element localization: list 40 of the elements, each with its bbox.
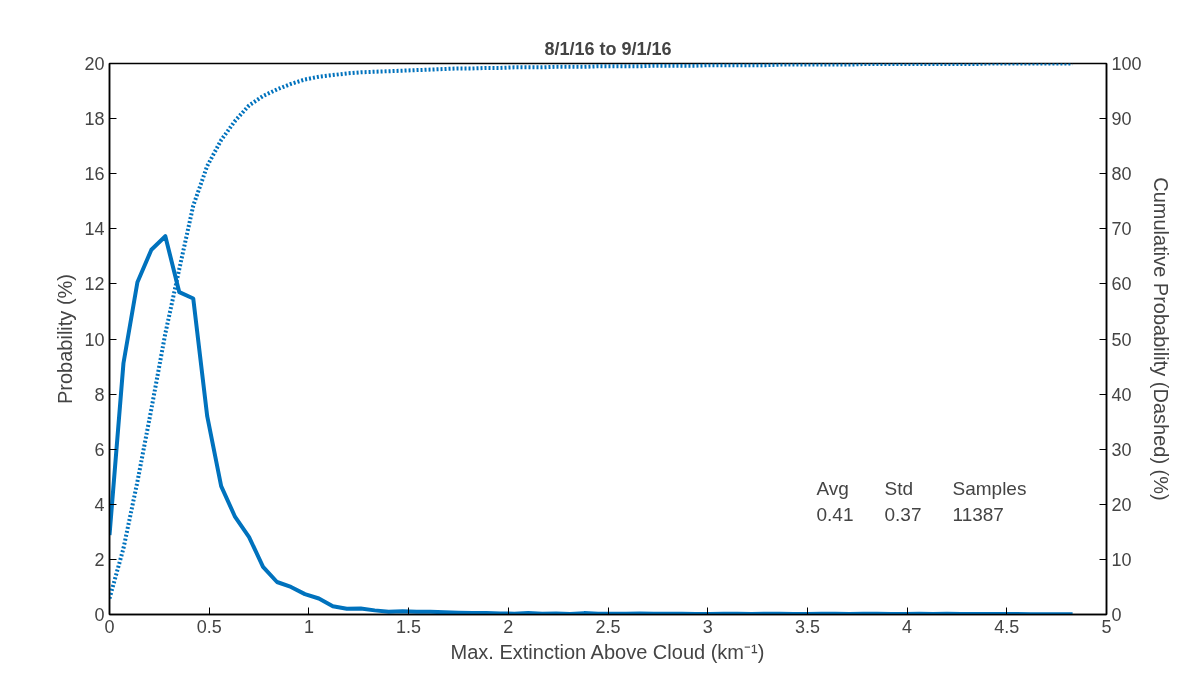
y2-tick-label: 20: [1111, 494, 1132, 515]
y-tick-label: 6: [94, 439, 105, 460]
x-tick-label: 4: [902, 616, 913, 637]
y-tick-label: 18: [84, 109, 105, 130]
y-tick-label: 2: [94, 549, 105, 570]
annotation: 0.37: [884, 503, 922, 525]
y-tick-label: 20: [84, 54, 105, 74]
annotation: 11387: [952, 503, 1004, 525]
y-tick-label: 12: [84, 274, 105, 295]
y2-tick-label: 10: [1111, 549, 1132, 570]
x-tick-label: 5: [1101, 616, 1112, 637]
annotation: 0.41: [816, 503, 854, 525]
y-tick-label: 10: [84, 329, 105, 350]
y2-tick-label: 90: [1111, 109, 1132, 130]
y2-tick-label: 30: [1111, 439, 1132, 460]
chart-title: 8/1/16 to 9/1/16: [544, 38, 672, 59]
y2-tick-label: 80: [1111, 164, 1132, 185]
y-tick-label: 4: [94, 494, 105, 515]
y2-tick-label: 70: [1111, 219, 1132, 240]
y-tick-label: 8: [94, 384, 105, 405]
y2-tick-label: 40: [1111, 384, 1132, 405]
x-tick-label: 4.5: [994, 616, 1020, 637]
annotation: Samples: [952, 477, 1027, 499]
x-tick-label: 2.5: [595, 616, 621, 637]
x-tick-label: 1: [303, 616, 314, 637]
annotation: Std: [884, 477, 914, 499]
x-tick-label: 3: [702, 616, 713, 637]
y2-tick-label: 50: [1111, 329, 1132, 350]
x-tick-label: 1.5: [396, 616, 422, 637]
y2-tick-label: 100: [1111, 54, 1142, 74]
annotation: Avg: [816, 477, 849, 499]
y2-tick-label: 60: [1111, 274, 1132, 295]
y2-axis-title: Cumulative Probability (Dashed) (%): [1149, 177, 1172, 501]
y-tick-label: 14: [84, 219, 105, 240]
x-tick-label: 2: [503, 616, 514, 637]
y-tick-label: 16: [84, 164, 105, 185]
x-axis-title: Max. Extinction Above Cloud (km⁻¹): [450, 640, 765, 663]
x-tick-label: 0.5: [196, 616, 222, 637]
y-axis-title: Probability (%): [54, 273, 77, 405]
x-tick-label: 3.5: [794, 616, 820, 637]
